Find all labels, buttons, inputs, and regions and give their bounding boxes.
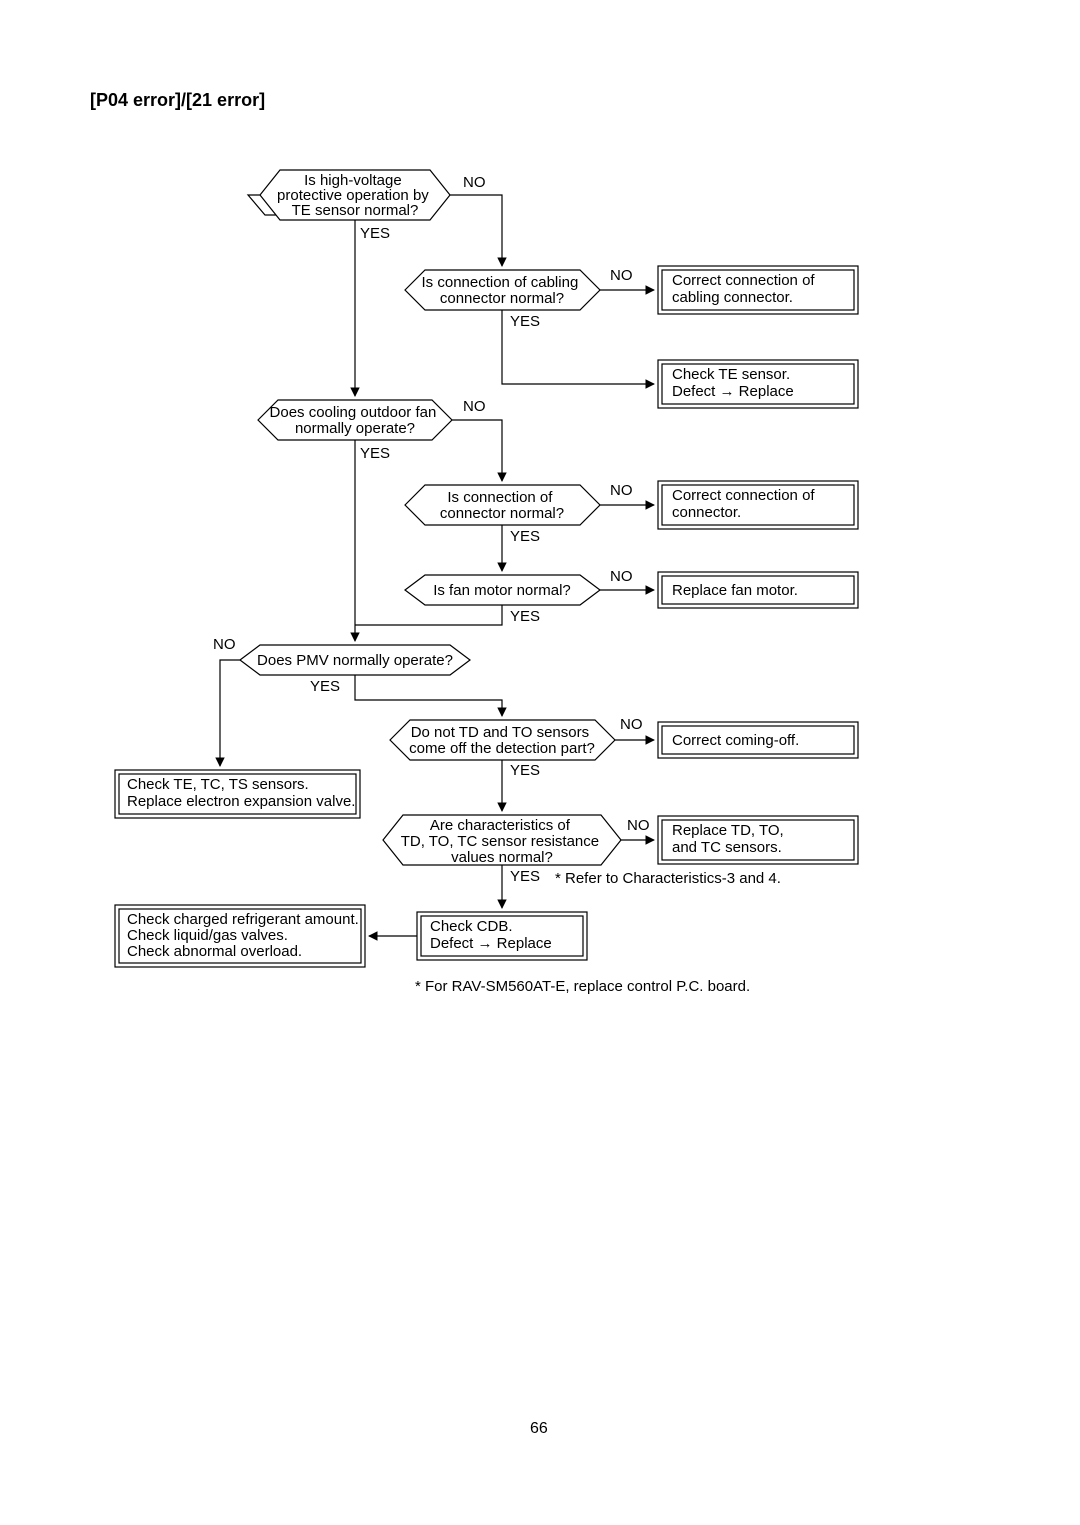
a9-line1: Check CDB. — [430, 918, 513, 935]
action-a9: Check CDB. Defect → Replace — [417, 912, 587, 960]
a2-line2: Defect → Replace — [672, 383, 794, 400]
a8-line2: Check liquid/gas valves. — [127, 927, 288, 944]
d2-line1: Is connection of cabling — [422, 274, 579, 291]
d4-line2: connector normal? — [440, 505, 564, 522]
action-a6: Replace TD, TO, and TC sensors. — [658, 816, 858, 864]
lbl-d1-no: NO — [463, 174, 486, 191]
lbl-d7-yes: YES — [510, 762, 540, 779]
a3-line2: connector. — [672, 504, 741, 521]
action-a8: Check charged refrigerant amount. Check … — [115, 905, 365, 967]
footnote-characteristics: * Refer to Characteristics-3 and 4. — [555, 870, 781, 887]
a6-line1: Replace TD, TO, — [672, 822, 784, 839]
action-a1: Correct connection of cabling connector. — [658, 266, 858, 314]
d3-line1: Does cooling outdoor fan — [270, 404, 437, 421]
svg-text:Do not TD and TO sensors: Do not TD and TO sensors come off the de… — [409, 724, 595, 757]
svg-text:Replace fan motor.: Replace fan motor. — [672, 582, 798, 599]
edge-d3-no — [452, 420, 502, 481]
a1-line1: Correct connection of — [672, 272, 815, 289]
d8-line1: Are characteristics of — [430, 817, 571, 834]
lbl-d6-yes: YES — [310, 678, 340, 695]
svg-text:Check TE sensor. Defec: Check TE sensor. Defect → Replace — [672, 366, 794, 400]
a1-line2: cabling connector. — [672, 289, 793, 306]
decision-d8: Are characteristics of TD, TO, TC sensor… — [383, 815, 621, 866]
action-a5: Correct coming-off. — [658, 722, 858, 758]
lbl-d7-no: NO — [620, 716, 643, 733]
a6-line2: and TC sensors. — [672, 839, 782, 856]
lbl-d5-yes: YES — [510, 608, 540, 625]
decision-d6: Does PMV normally operate? — [240, 645, 470, 675]
lbl-d3-no: NO — [463, 398, 486, 415]
d3-line2: normally operate? — [295, 420, 415, 437]
action-a2: Check TE sensor. Defect → Replace — [658, 360, 858, 408]
a8-line1: Check charged refrigerant amount. — [127, 911, 359, 928]
a5-line1: Correct coming-off. — [672, 732, 799, 749]
decision-d3: Does cooling outdoor fan normally operat… — [258, 400, 452, 440]
a8-line3: Check abnormal overload. — [127, 943, 302, 960]
svg-text:Correct coming-off.: Correct coming-off. — [672, 732, 799, 749]
edge-d6-yes — [355, 675, 502, 716]
d1-line3: TE sensor normal? — [292, 202, 419, 219]
lbl-d8-yes: YES — [510, 868, 540, 885]
action-a7: Check TE, TC, TS sensors. Replace electr… — [115, 770, 360, 818]
footnote-rav: * For RAV-SM560AT-E, replace control P.C… — [415, 978, 750, 995]
action-a4: Replace fan motor. — [658, 572, 858, 608]
d8-line2: TD, TO, TC sensor resistance — [401, 833, 599, 850]
decision-d5: Is fan motor normal? — [405, 575, 600, 605]
d7-line1: Do not TD and TO sensors — [411, 724, 589, 741]
d7-line2: come off the detection part? — [409, 740, 595, 757]
action-a3: Correct connection of connector. — [658, 481, 858, 529]
edge-d6-no — [220, 660, 240, 766]
d8-line3: values normal? — [451, 849, 553, 866]
decision-d7: Do not TD and TO sensors come off the de… — [390, 720, 615, 760]
svg-text:Is fan motor normal?: Is fan motor normal? — [433, 582, 571, 599]
lbl-d2-no: NO — [610, 267, 633, 284]
page-number: 66 — [530, 1420, 548, 1438]
a2-line1: Check TE sensor. — [672, 366, 790, 383]
a7-line2: Replace electron expansion valve. — [127, 793, 355, 810]
lbl-d2-yes: YES — [510, 313, 540, 330]
svg-text:Is connection of conne: Is connection of connector normal? — [440, 489, 564, 522]
a9-line2: Defect → Replace — [430, 935, 552, 952]
lbl-d4-no: NO — [610, 482, 633, 499]
svg-text:Does PMV normally operate?: Does PMV normally operate? — [257, 652, 453, 669]
d2-line2: connector normal? — [440, 290, 564, 307]
a7-line1: Check TE, TC, TS sensors. — [127, 776, 309, 793]
lbl-d5-no: NO — [610, 568, 633, 585]
lbl-d3-yes: YES — [360, 445, 390, 462]
decision-d4: Is connection of connector normal? — [405, 485, 600, 525]
d6-line1: Does PMV normally operate? — [257, 652, 453, 669]
svg-text:Replace TD, TO, and TC: Replace TD, TO, and TC sensors. — [672, 822, 788, 856]
d4-line1: Is connection of — [447, 489, 553, 506]
svg-text:Does cooling outdoor fan: Does cooling outdoor fan normally operat… — [270, 404, 441, 437]
lbl-d6-no: NO — [213, 636, 236, 653]
edge-d5-yes — [355, 605, 502, 625]
d5-line1: Is fan motor normal? — [433, 582, 571, 599]
a4-line1: Replace fan motor. — [672, 582, 798, 599]
a3-line1: Correct connection of — [672, 487, 815, 504]
decision-d2: Is connection of cabling connector norma… — [405, 270, 600, 310]
lbl-d1-yes: YES — [360, 225, 390, 242]
lbl-d4-yes: YES — [510, 528, 540, 545]
svg-text:Is connection of cabling: Is connection of cabling connector norma… — [422, 274, 583, 307]
lbl-d8-no: NO — [627, 817, 650, 834]
edge-d1-no — [450, 195, 502, 266]
decision-d1: Is high-voltage protective operation by … — [248, 170, 450, 220]
